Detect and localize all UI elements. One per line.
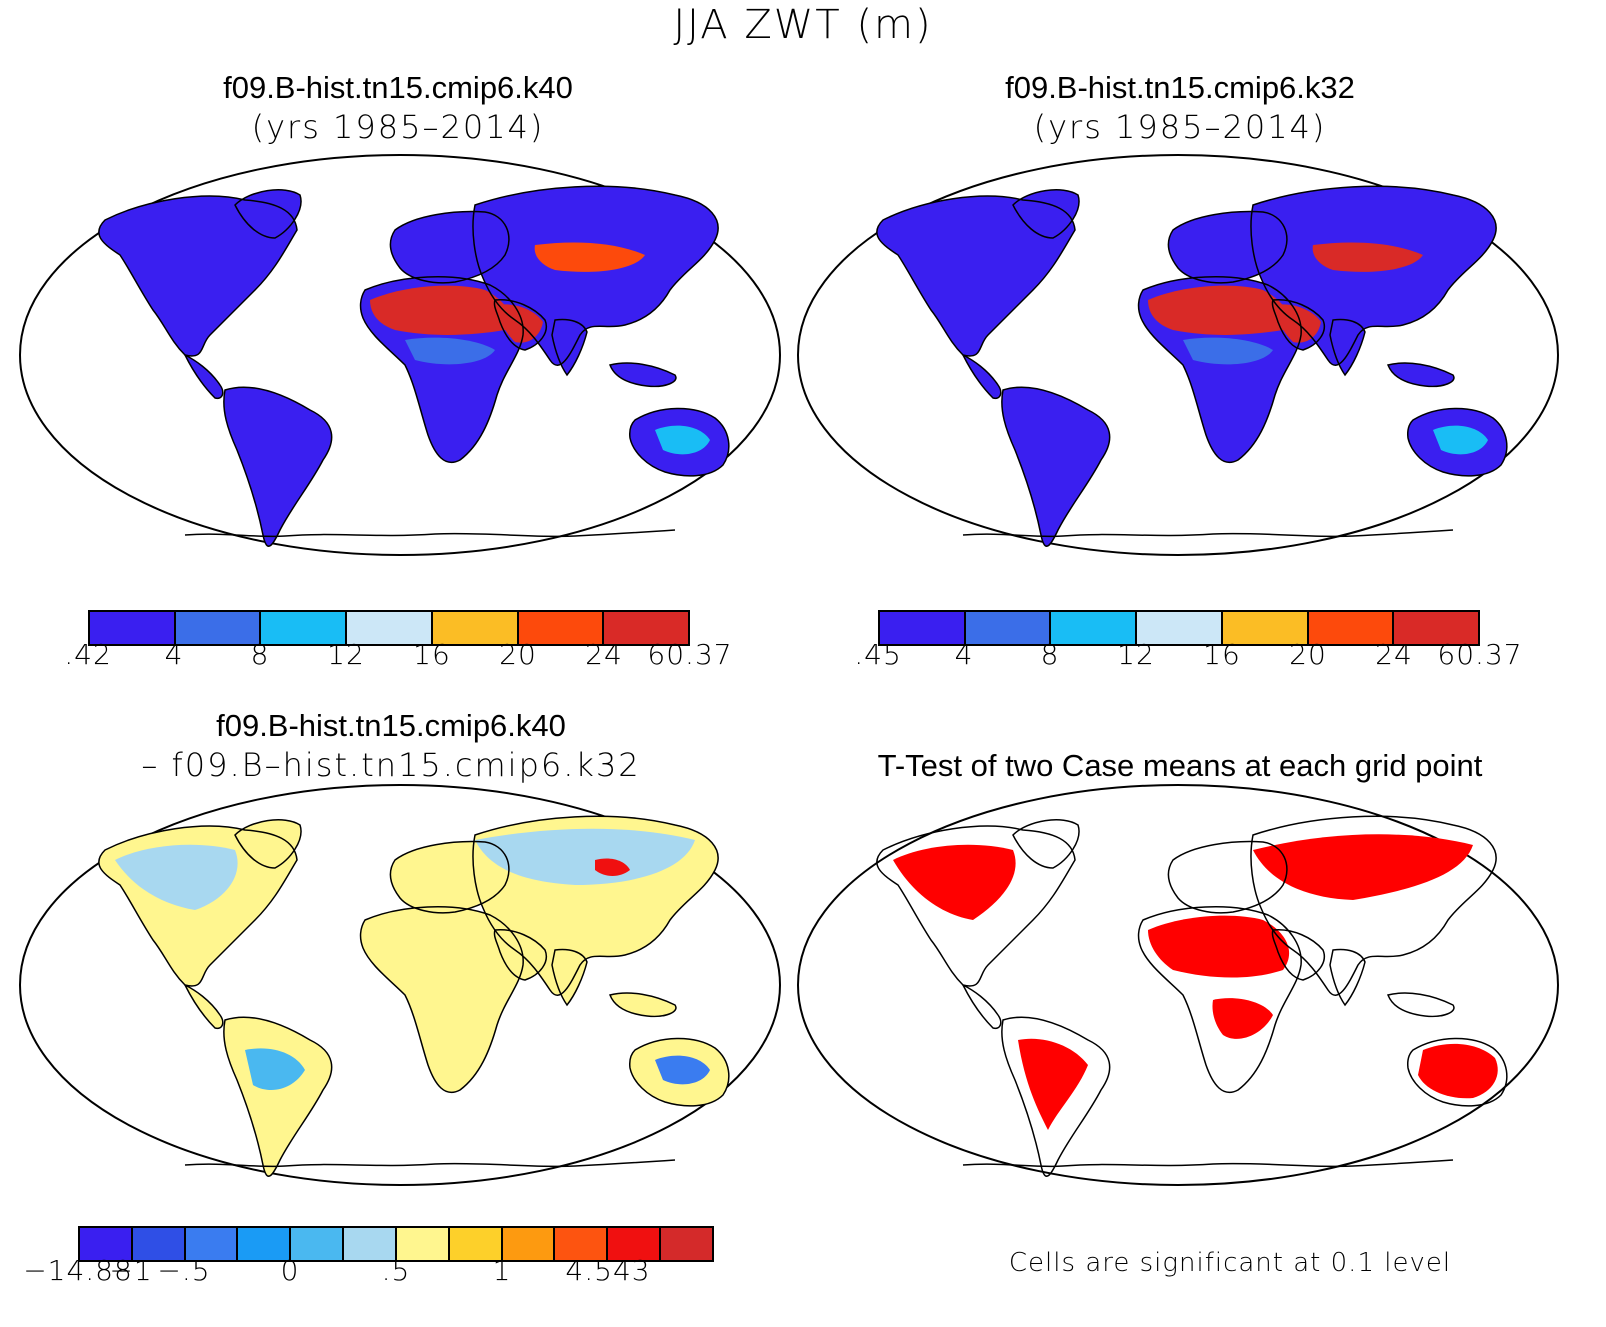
colorbar-cell [261, 612, 348, 644]
australia-diff-neg [655, 1055, 710, 1085]
colorbar-cell [1222, 612, 1309, 644]
panel1-map [19, 154, 781, 556]
colorbar-cell [604, 612, 689, 644]
colorbar-cell [449, 1228, 503, 1260]
colorbar-cell [1308, 612, 1395, 644]
colorbar-tick-label: 60.37 [647, 638, 733, 671]
panel3-colorbar-labels: −14.88 −1 −.5 0 .5 1 4.543 [23, 1254, 714, 1288]
na-diff-neg [115, 844, 238, 910]
sahel-mid-zwt [1183, 337, 1273, 365]
colorbar-cell [432, 612, 519, 644]
colorbar-tick-label: 60.37 [1437, 638, 1523, 671]
panel2-title: f09.B-hist.tn15.cmip6.k32 (yrs 1985–2014… [780, 70, 1580, 146]
colorbar-tick-label: 8 [1040, 638, 1060, 671]
colorbar-cell [661, 1228, 712, 1260]
colorbar-tick-label: 20 [499, 638, 537, 671]
panel1-title: f09.B-hist.tn15.cmip6.k40 (yrs 1985–2014… [0, 70, 798, 146]
colorbar-cell [185, 1228, 239, 1260]
sahara-high-zwt [370, 285, 512, 335]
central-asia-high-zwt [534, 242, 645, 272]
sa-diff-neg [245, 1048, 305, 1090]
colorbar-cell [291, 1228, 345, 1260]
sig-cells-africa [1148, 915, 1290, 978]
colorbar-cell [965, 612, 1052, 644]
colorbar-cell [1051, 612, 1138, 644]
colorbar-tick-label: 24 [585, 638, 623, 671]
colorbar-tick-label: 24 [1375, 638, 1413, 671]
colorbar-cell [347, 612, 433, 644]
colorbar-tick-label: 4 [954, 638, 974, 671]
colorbar-cell [608, 1228, 662, 1260]
panel2-colorbar [878, 610, 1480, 646]
colorbar-cell [396, 1228, 450, 1260]
panel3-minus-case: – f09.B–hist.tn15.cmip6.k32 [141, 746, 641, 784]
colorbar-tick-label: 4 [164, 638, 184, 671]
colorbar-tick-label: .5 [381, 1254, 411, 1287]
central-asia-high-zwt [1312, 242, 1423, 272]
panel3-case-name: f09.B-hist.tn15.cmip6.k40 [216, 708, 566, 743]
colorbar-tick-label: 16 [1203, 638, 1241, 671]
colorbar-tick-label: .45 [854, 638, 902, 671]
panel4-title: T-Test of two Case means at each grid po… [780, 748, 1580, 784]
panel1-period: (yrs 1985–2014) [251, 108, 545, 146]
colorbar-cell [880, 612, 966, 644]
significance-note: Cells are significant at 0.1 level [1008, 1248, 1452, 1278]
colorbar-tick-label: −.5 [157, 1254, 211, 1287]
colorbar-cell [80, 1228, 133, 1260]
sig-cells-asia [1253, 834, 1473, 900]
colorbar-tick-label: 20 [1289, 638, 1327, 671]
panel2-case-name: f09.B-hist.tn15.cmip6.k32 [1005, 70, 1355, 105]
panel4-ttest-title: T-Test of two Case means at each grid po… [877, 748, 1483, 783]
panel2-period: (yrs 1985–2014) [1033, 108, 1327, 146]
sig-cells-southern-africa [1212, 998, 1273, 1039]
australia-mid-zwt [655, 425, 710, 455]
panel1-case-name: f09.B-hist.tn15.cmip6.k40 [223, 70, 573, 105]
panel3-map [19, 784, 781, 1186]
colorbar-cell [1137, 612, 1223, 644]
colorbar-cell [502, 1228, 556, 1260]
colorbar-tick-label: .42 [64, 638, 112, 671]
colorbar-tick-label: 16 [413, 638, 451, 671]
sig-cells-australia [1418, 1043, 1498, 1099]
colorbar-tick-label: 12 [327, 638, 365, 671]
colorbar-cell [238, 1228, 292, 1260]
panel3-colorbar [78, 1226, 714, 1262]
colorbar-tick-label: 12 [1117, 638, 1155, 671]
colorbar-cell [132, 1228, 186, 1260]
colorbar-cell [518, 612, 605, 644]
panel4-map [797, 784, 1559, 1186]
colorbar-tick-label: 8 [250, 638, 270, 671]
colorbar-tick-label: −14.88 [23, 1254, 133, 1287]
colorbar-cell [344, 1228, 397, 1260]
colorbar-tick-label: 0 [280, 1254, 300, 1287]
colorbar-cell [1394, 612, 1479, 644]
sahel-mid-zwt [405, 337, 495, 365]
asia-diff-pos [595, 858, 630, 876]
panel2-map [797, 154, 1559, 556]
panel3-title: f09.B-hist.tn15.cmip6.k40 – f09.B–hist.t… [0, 708, 791, 784]
panel1-colorbar-labels: .42 4 8 12 16 20 24 60.37 [64, 638, 731, 672]
asia-diff-neg [475, 828, 695, 885]
colorbar-tick-label: 4.543 [565, 1254, 651, 1287]
australia-mid-zwt [1433, 425, 1488, 455]
sig-cells-sa [1018, 1038, 1088, 1130]
sig-cells-na [893, 844, 1016, 920]
figure-title: JJA ZWT (m) [673, 2, 933, 48]
panel1-colorbar [88, 610, 690, 646]
colorbar-cell [555, 1228, 609, 1260]
panel2-colorbar-labels: .45 4 8 12 16 20 24 60.37 [854, 638, 1521, 672]
colorbar-tick-label: −1 [109, 1254, 153, 1287]
colorbar-cell [90, 612, 176, 644]
colorbar-tick-label: 1 [492, 1254, 512, 1287]
colorbar-cell [175, 612, 262, 644]
sahara-high-zwt [1148, 285, 1290, 335]
